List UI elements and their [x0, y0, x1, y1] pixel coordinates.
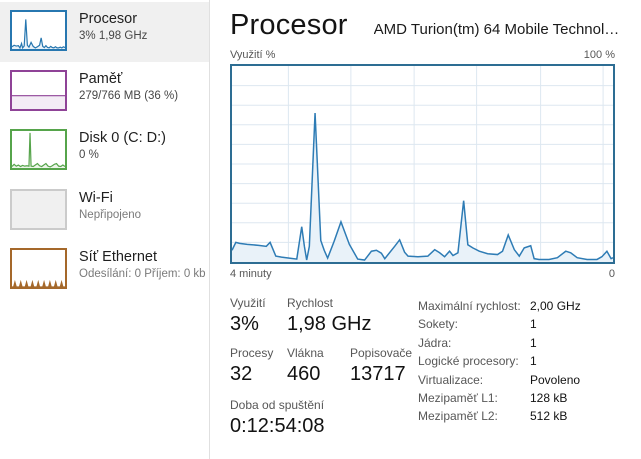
chart-top-axis: Využití % 100 % — [230, 49, 615, 61]
spec-value: 1 — [530, 335, 537, 350]
sidebar-item-ethernet[interactable]: Síť Ethernet Odesílání: 0 Příjem: 0 kb — [0, 240, 209, 300]
spec-label: Sokety: — [418, 317, 459, 332]
spec-value: 2,00 GHz — [530, 299, 581, 313]
chart-x-right-label: 0 — [608, 268, 615, 280]
usage-value: 3% — [230, 313, 259, 335]
sidebar-item-ethernet-subtitle: Odesílání: 0 Příjem: 0 kb — [79, 268, 206, 281]
sidebar-item-cpu-text: Procesor 3% 1,98 GHz — [79, 10, 207, 42]
cpu-mini-chart — [10, 10, 67, 51]
spec-value: 1 — [530, 317, 537, 332]
cpu-header: Procesor AMD Turion(tm) 64 Mobile Techno… — [230, 9, 641, 42]
threads-label: Vlákna — [287, 346, 324, 360]
cpu-model-name: AMD Turion(tm) 64 Mobile Technol… — [373, 21, 620, 38]
cpu-static-specs: Maximální rychlost: 2,00 GHz Sokety: 1 J… — [418, 296, 581, 448]
sidebar-item-memory-subtitle: 279/766 MB (36 %) — [79, 89, 179, 102]
processes-value: 32 — [230, 363, 253, 385]
sidebar-item-disk-text: Disk 0 (C: D:) 0 % — [79, 129, 207, 161]
cpu-usage-chart[interactable] — [230, 64, 615, 264]
sidebar-item-disk[interactable]: Disk 0 (C: D:) 0 % — [0, 121, 209, 181]
chart-bottom-axis: 4 minuty 0 — [230, 268, 615, 280]
memory-mini-chart — [10, 69, 67, 111]
spec-row-l1-cache: Mezipaměť L1: 128 kB — [418, 389, 581, 407]
chart-y-axis-label: Využití % — [230, 49, 276, 61]
spec-label: Mezipaměť L2: — [418, 409, 498, 424]
sidebar-item-memory[interactable]: Paměť 279/766 MB (36 %) — [0, 62, 209, 122]
sidebar-item-ethernet-text: Síť Ethernet Odesílání: 0 Příjem: 0 kb — [79, 248, 207, 280]
performance-sidebar: Procesor 3% 1,98 GHz Paměť 279/766 MB (3… — [0, 0, 210, 459]
speed-value: 1,98 GHz — [287, 313, 372, 335]
sidebar-item-wifi-text: Wi-Fi Nepřipojeno — [79, 189, 207, 221]
spec-value: 128 kB — [530, 391, 568, 406]
spec-label: Mezipaměť L1: — [418, 391, 498, 406]
sidebar-item-cpu-subtitle: 3% 1,98 GHz — [79, 30, 148, 42]
ethernet-mini-chart — [10, 248, 67, 290]
sidebar-item-ethernet-title: Síť Ethernet — [79, 249, 157, 266]
spec-row-sockets: Sokety: 1 — [418, 315, 581, 333]
wifi-mini-chart — [10, 188, 67, 230]
spec-row-max-speed: Maximální rychlost: 2,00 GHz — [418, 297, 581, 315]
spec-label: Virtualizace: — [418, 372, 484, 387]
cpu-stats: Využití Rychlost 3% 1,98 GHz Procesy Vlá… — [230, 296, 641, 448]
sidebar-item-memory-title: Paměť — [79, 70, 123, 87]
processes-label: Procesy — [230, 346, 274, 360]
sidebar-item-disk-subtitle: 0 % — [79, 149, 99, 162]
sidebar-item-memory-text: Paměť 279/766 MB (36 %) — [79, 70, 207, 102]
usage-label: Využití — [230, 296, 266, 310]
spec-row-cores: Jádra: 1 — [418, 334, 581, 352]
speed-label: Rychlost — [287, 296, 334, 310]
handles-value: 13717 — [350, 363, 406, 385]
disk-mini-chart — [10, 129, 67, 171]
spec-value: 1 — [530, 354, 537, 369]
cpu-dynamic-stats: Využití Rychlost 3% 1,98 GHz Procesy Vlá… — [230, 296, 414, 448]
handles-label: Popisovače — [350, 346, 413, 360]
spec-label: Maximální rychlost: — [418, 299, 521, 313]
spec-row-virtualization: Virtualizace: Povoleno — [418, 371, 581, 389]
uptime-label: Doba od spuštění — [230, 398, 325, 412]
spec-row-logical-processors: Logické procesory: 1 — [418, 352, 581, 370]
sidebar-item-cpu[interactable]: Procesor 3% 1,98 GHz — [0, 2, 209, 62]
spec-value: Povoleno — [530, 372, 581, 387]
sidebar-item-disk-title: Disk 0 (C: D:) — [79, 130, 166, 147]
sidebar-item-wifi-subtitle: Nepřipojeno — [79, 208, 142, 221]
spec-label: Logické procesory: — [418, 354, 519, 369]
cpu-stats-grid: Využití Rychlost 3% 1,98 GHz Procesy Vlá… — [230, 296, 414, 396]
spec-value: 512 kB — [530, 409, 568, 424]
sidebar-item-cpu-title: Procesor — [79, 11, 138, 27]
chart-y-max-label: 100 % — [583, 49, 615, 61]
sidebar-item-wifi-title: Wi-Fi — [79, 189, 113, 206]
spec-row-l2-cache: Mezipaměť L2: 512 kB — [418, 407, 581, 425]
threads-value: 460 — [287, 363, 321, 385]
sidebar-item-wifi[interactable]: Wi-Fi Nepřipojeno — [0, 181, 209, 241]
page-title: Procesor — [230, 9, 348, 41]
cpu-details-panel: Procesor AMD Turion(tm) 64 Mobile Techno… — [210, 0, 641, 459]
chart-x-left-label: 4 minuty — [230, 268, 272, 280]
uptime-value: 0:12:54:08 — [230, 415, 325, 437]
spec-label: Jádra: — [418, 335, 452, 350]
